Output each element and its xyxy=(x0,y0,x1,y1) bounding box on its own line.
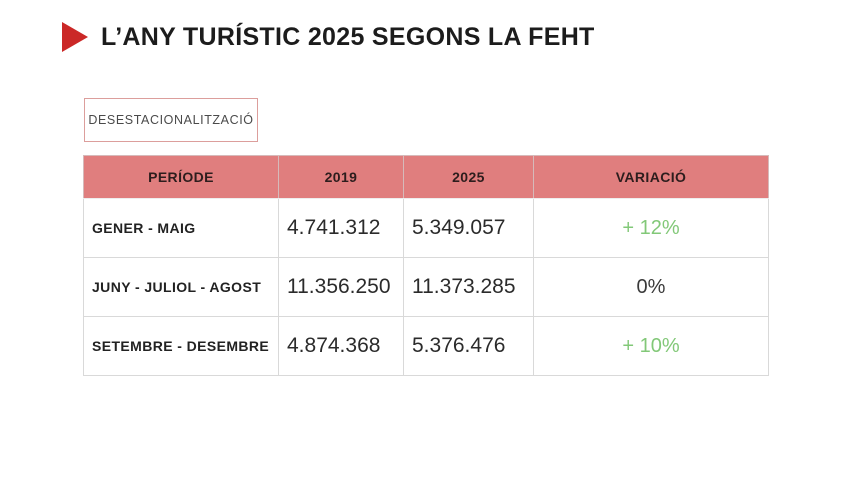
variacio-cell: + 12% xyxy=(533,198,769,258)
tag-box: DESESTACIONALITZACIÓ xyxy=(84,98,258,142)
periode-cell: JUNY - JULIOL - AGOST xyxy=(83,257,279,317)
red-triangle-icon xyxy=(62,22,88,52)
column-header-periode: PERÍODE xyxy=(83,155,279,199)
value-2019-cell: 4.741.312 xyxy=(278,198,404,258)
data-table: PERÍODE 2019 2025 VARIACIÓ GENER - MAIG … xyxy=(83,155,769,376)
value-2019-cell: 11.356.250 xyxy=(278,257,404,317)
column-header-variacio: VARIACIÓ xyxy=(533,155,769,199)
periode-cell: SETEMBRE - DESEMBRE xyxy=(83,316,279,376)
variacio-cell: 0% xyxy=(533,257,769,317)
column-header-2025: 2025 xyxy=(403,155,534,199)
tag-label: DESESTACIONALITZACIÓ xyxy=(88,113,254,127)
value-2025-cell: 5.376.476 xyxy=(403,316,534,376)
table-row: SETEMBRE - DESEMBRE 4.874.368 5.376.476 … xyxy=(83,316,769,376)
table-header-row: PERÍODE 2019 2025 VARIACIÓ xyxy=(83,155,769,199)
table-row: JUNY - JULIOL - AGOST 11.356.250 11.373.… xyxy=(83,257,769,317)
value-2025-cell: 5.349.057 xyxy=(403,198,534,258)
periode-cell: GENER - MAIG xyxy=(83,198,279,258)
table-row: GENER - MAIG 4.741.312 5.349.057 + 12% xyxy=(83,198,769,258)
value-2019-cell: 4.874.368 xyxy=(278,316,404,376)
column-header-2019: 2019 xyxy=(278,155,404,199)
value-2025-cell: 11.373.285 xyxy=(403,257,534,317)
variacio-cell: + 10% xyxy=(533,316,769,376)
page-title: L’ANY TURÍSTIC 2025 SEGONS LA FEHT xyxy=(101,22,595,51)
title-row: L’ANY TURÍSTIC 2025 SEGONS LA FEHT xyxy=(62,22,595,52)
